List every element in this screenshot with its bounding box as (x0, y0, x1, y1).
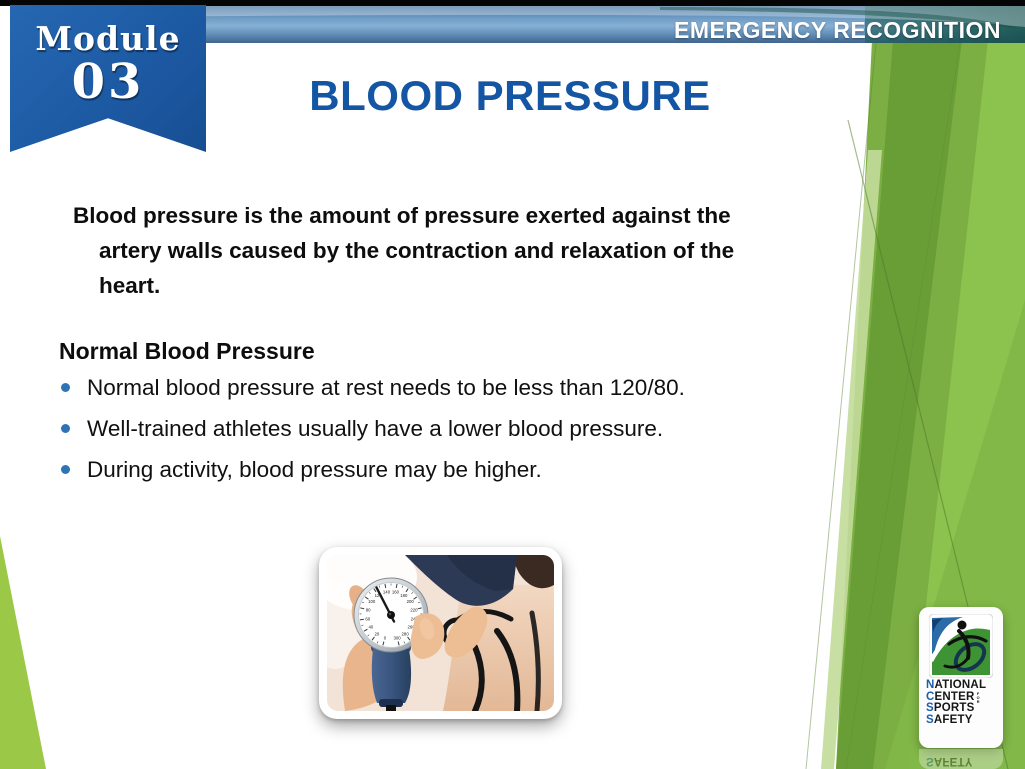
intro-line: artery walls caused by the contraction a… (99, 238, 735, 263)
module-word: Module (35, 19, 181, 58)
svg-text:260: 260 (408, 625, 416, 630)
svg-text:80: 80 (366, 607, 371, 612)
header-bar-label: EMERGENCY RECOGNITION (674, 17, 1001, 43)
logo-reflection: SAFETY (919, 749, 1003, 769)
intro-line: Blood pressure is the amount of pressure… (73, 203, 731, 228)
svg-text:220: 220 (410, 607, 418, 612)
ncss-emblem-icon (929, 614, 993, 678)
svg-text:160: 160 (392, 590, 400, 595)
svg-text:140: 140 (383, 590, 391, 595)
header-bar-gloss (10, 5, 1025, 29)
section-heading: Normal Blood Pressure (59, 338, 315, 364)
bullet-dot-icon (61, 424, 70, 433)
bullet-list: Normal blood pressure at rest needs to b… (55, 374, 685, 497)
intro-line: heart. (99, 273, 161, 298)
svg-text:120: 120 (375, 593, 383, 598)
svg-text:200: 200 (407, 599, 415, 604)
svg-text:40: 40 (368, 625, 373, 630)
ncss-logo-text: NATIONAL CENTER FOR SPORTS SAFETY (919, 679, 1003, 726)
bullet-item: Well-trained athletes usually have a low… (55, 415, 685, 442)
svg-text:280: 280 (402, 631, 410, 636)
bullet-text: Normal blood pressure at rest needs to b… (87, 375, 685, 400)
logo-for-label: FOR (976, 691, 981, 704)
top-black-strip (0, 0, 1025, 6)
finger (444, 606, 488, 658)
svg-text:240: 240 (411, 616, 419, 621)
hair (512, 555, 554, 589)
svg-text:60: 60 (365, 616, 370, 621)
svg-text:180: 180 (400, 593, 408, 598)
module-number: 03 (71, 54, 145, 110)
logo-line: CENTER FOR (926, 690, 981, 704)
bullet-text: During activity, blood pressure may be h… (87, 457, 542, 482)
bullet-text: Well-trained athletes usually have a low… (87, 416, 664, 441)
header-bar-green-tint (865, 5, 1025, 43)
bullet-item: Normal blood pressure at rest needs to b… (55, 374, 685, 401)
ncss-logo-card: NATIONAL CENTER FOR SPORTS SAFETY (919, 607, 1003, 748)
photo-card: 0 20 40 60 80 100 120 140 160 180 200 220 240 260 280 3… (319, 547, 562, 719)
logo-line: SPORTS (926, 702, 975, 714)
logo-line: SAFETY (926, 713, 973, 726)
logo-line: NATIONAL (926, 679, 987, 691)
bullet-dot-icon (61, 383, 70, 392)
svg-text:100: 100 (368, 599, 376, 604)
svg-text:300: 300 (393, 635, 401, 640)
bullet-dot-icon (61, 465, 70, 474)
svg-text:0: 0 (384, 635, 387, 640)
page-title: BLOOD PRESSURE (309, 72, 711, 119)
bottom-left-wedge (0, 536, 46, 769)
bullet-item: During activity, blood pressure may be h… (55, 456, 685, 483)
intro-paragraph: Blood pressure is the amount of pressure… (73, 198, 734, 303)
svg-text:20: 20 (374, 631, 379, 636)
